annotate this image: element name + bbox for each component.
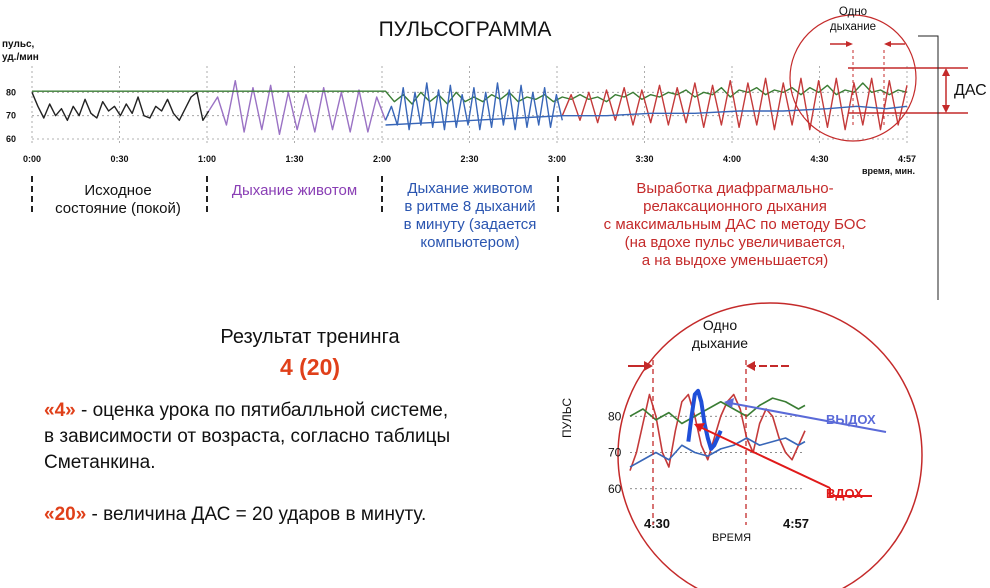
zoom-connector (918, 35, 939, 300)
x-tick-label: 4:00 (723, 154, 741, 164)
inset-series-inset-red (629, 393, 806, 471)
result-value: 4 (20) (279, 354, 341, 380)
y-tick-label: 70 (6, 111, 16, 121)
phase-paced-line1: Дыхание животом (407, 180, 533, 197)
series-hr-green (32, 82, 908, 105)
inset-x-label: ВРЕМЯ (712, 532, 752, 544)
inset-y-tick: 60 (608, 482, 622, 496)
inhale-label: ВДОХ (826, 486, 863, 501)
inhale-arrowhead (694, 423, 705, 432)
series-paced-8bpm (384, 82, 563, 131)
note1-line3: Сметанкина. (44, 452, 156, 473)
inset-x-tick: 4:57 (783, 516, 809, 531)
exhale-arrowhead (724, 398, 734, 408)
x-axis-label: время, мин. (862, 166, 915, 176)
exhale-label: ВЫДОХ (826, 412, 876, 427)
das-arrowhead-up (942, 68, 950, 76)
x-tick-label: 1:00 (198, 154, 216, 164)
x-tick-label: 3:00 (548, 154, 566, 164)
phase-bos: Выработка диафрагмально- релаксационного… (565, 180, 905, 270)
main-chart: 0:00 0:30 1:00 1:30 2:00 2:30 3:00 3:30 4:00 4:30… (6, 14, 968, 300)
note2-key: «20» (44, 504, 87, 525)
series-bos-training (561, 77, 908, 131)
inset-y-tick: 70 (608, 446, 622, 460)
series-abdominal-breathing (208, 79, 387, 136)
result-heading: Результат тренинга (220, 326, 400, 348)
x-tick-label: 3:30 (635, 154, 653, 164)
das-arrowhead-down (942, 105, 950, 113)
inset-circle (617, 302, 923, 588)
breath-label-top-line2: дыхание (829, 21, 877, 33)
x-tick-label: 2:30 (460, 154, 478, 164)
inset-y-tick: 80 (608, 409, 622, 423)
zoom-circle (789, 14, 917, 142)
phase-bos-line3: с максимальным ДАС по методу БОС (603, 216, 867, 233)
inset-y-label: ПУЛЬС (560, 398, 574, 439)
breath-arrowhead-right (884, 41, 891, 47)
x-tick-label: 0:30 (110, 154, 128, 164)
phase-bos-line1: Выработка диафрагмально- (636, 180, 834, 197)
x-tick-label: 0:00 (23, 154, 41, 164)
note1-line1: - оценка урока по пятибалльной системе, (75, 400, 449, 421)
inset-x-tick: 4:30 (644, 516, 670, 531)
inset-arrowhead-left (644, 361, 653, 371)
inset-series-inset-blue (629, 437, 806, 468)
y-tick-label: 60 (6, 134, 16, 144)
phase-paced-line2: в ритме 8 дыханий (404, 198, 536, 215)
breath-label-top-line1: Одно (838, 6, 868, 18)
x-tick-label: 4:57 (898, 154, 916, 164)
note2-text: - величина ДАС = 20 ударов в минуту. (86, 504, 427, 525)
das-label: ДАС (954, 82, 987, 99)
inset-breath-label-line1: Одно (702, 317, 738, 333)
note1-line2: в зависимости от возраста, согласно табл… (44, 426, 451, 447)
y-axis-label-line2: уд./мин (2, 52, 39, 63)
x-tick-label: 2:00 (373, 154, 391, 164)
phase-paced-line3: в минуту (задается (403, 216, 537, 233)
breath-arrowhead-left (846, 41, 853, 47)
result-note-1: «4» - оценка урока по пятибалльной систе… (44, 398, 584, 476)
inset-breath-label: Одно дыхание (680, 316, 760, 352)
phase-paced-line4: компьютером) (420, 234, 520, 251)
result-note-2: «20» - величина ДАС = 20 ударов в минуту… (44, 502, 584, 528)
phase-abdominal: Дыхание животом (212, 182, 377, 200)
x-tick-label: 1:30 (285, 154, 303, 164)
y-tick-label: 80 (6, 87, 16, 97)
note1-key: «4» (44, 400, 76, 421)
series-blue-trend (385, 105, 908, 126)
exhale-pointer (729, 402, 887, 433)
breath-label-top: Одно дыхание (818, 5, 888, 35)
inset-chart: 80 70 60 4:30 4:57 (608, 302, 923, 588)
inhale-pointer (699, 426, 831, 489)
phase-paced: Дыхание животом в ритме 8 дыханий в мину… (386, 180, 554, 252)
inset-arrowhead-right (746, 361, 755, 371)
phase-rest-line1: Исходное (84, 182, 152, 199)
inhale-pointer-tail (829, 488, 872, 497)
phase-rest-line2: состояние (покой) (55, 200, 181, 217)
phase-rest: Исходное состояние (покой) (38, 182, 198, 218)
phase-bos-line5: а на выдохе уменьшается) (641, 252, 829, 269)
series-baseline-rest (31, 91, 210, 122)
chart-title: ПУЛЬСОГРАММА (378, 18, 552, 41)
x-tick-label: 4:30 (810, 154, 828, 164)
phase-abdominal-line1: Дыхание животом (231, 182, 358, 199)
y-axis-label: пульс, уд./мин (2, 38, 39, 64)
phase-bos-line4: (на вдохе пульс увеличивается, (624, 234, 846, 251)
inset-breath-label-line2: дыхание (691, 335, 749, 351)
inset-series-inset-green (629, 397, 806, 425)
y-axis-label-line1: пульс, (2, 39, 35, 50)
phase-bos-line2: релаксационного дыхания (643, 198, 827, 215)
